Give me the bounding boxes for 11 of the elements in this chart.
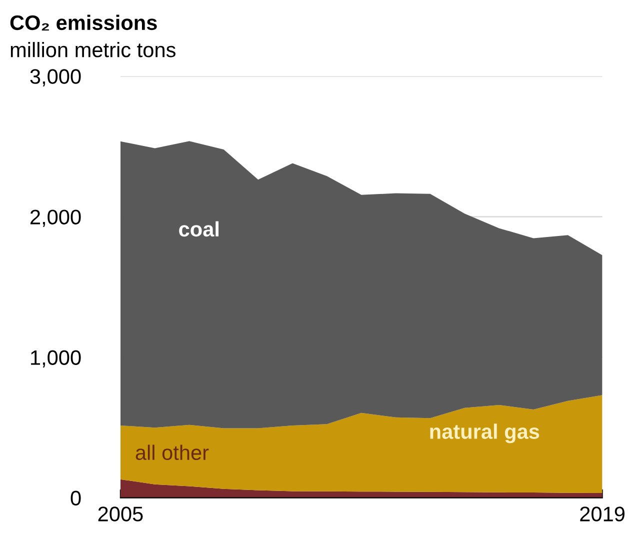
y-tick-label: 1,000 xyxy=(31,350,81,368)
y-tick-label: 0 xyxy=(70,490,81,506)
x-tick-label: 2005 xyxy=(98,506,143,522)
chart-title: CO₂ emissions xyxy=(10,14,157,31)
y-tick-label: 2,000 xyxy=(30,210,81,227)
chart-subtitle: million metric tons xyxy=(10,42,176,58)
series-label: all other xyxy=(136,444,209,460)
series-label: natural gas xyxy=(430,424,540,444)
series-label: coal xyxy=(179,221,218,237)
y-tick-label: 3,000 xyxy=(30,69,81,86)
x-tick-label: 2019 xyxy=(580,506,624,522)
